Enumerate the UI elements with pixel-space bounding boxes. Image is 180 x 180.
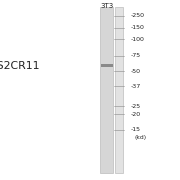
Bar — [115, 7, 123, 173]
Text: -20: -20 — [130, 112, 141, 117]
Text: -100: -100 — [130, 37, 144, 42]
Text: -50: -50 — [130, 69, 141, 74]
Text: -150: -150 — [130, 25, 144, 30]
Text: -250: -250 — [130, 13, 145, 18]
Text: (kd): (kd) — [134, 135, 146, 140]
Text: ALS2CR11: ALS2CR11 — [0, 61, 41, 71]
Text: -15: -15 — [130, 127, 141, 132]
Text: -37: -37 — [130, 84, 141, 89]
Bar — [100, 7, 113, 173]
Bar — [101, 64, 113, 67]
Text: -75: -75 — [130, 53, 141, 58]
Text: -25: -25 — [130, 104, 141, 109]
Text: 3T3: 3T3 — [100, 3, 113, 9]
